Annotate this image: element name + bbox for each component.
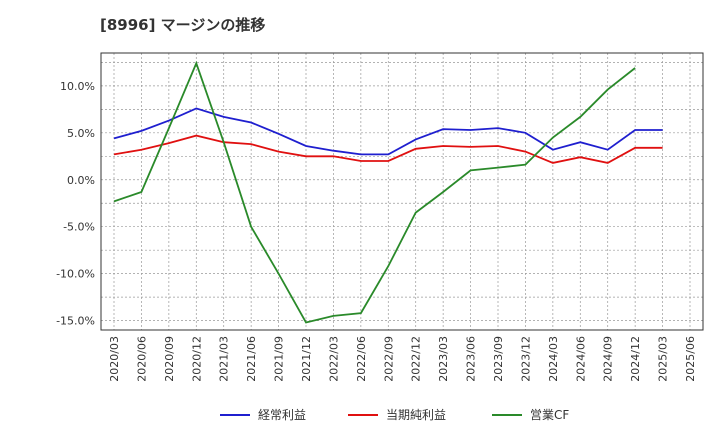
chart-title: [8996] マージンの推移: [100, 16, 266, 34]
x-tick-label: 2021/06: [245, 336, 258, 382]
x-tick-label: 2025/03: [657, 336, 670, 382]
plot-frame: [100, 52, 704, 331]
x-tick-label: 2021/03: [218, 336, 231, 382]
y-tick-label: -15.0%: [56, 315, 95, 328]
legend-label: 経常利益: [258, 408, 306, 422]
series-line-1: [113, 107, 663, 156]
x-tick-label: 2024/09: [602, 336, 615, 382]
y-tick-label: 0.0%: [67, 174, 95, 187]
y-tick-label: 10.0%: [60, 80, 95, 93]
x-tick-label: 2020/06: [135, 336, 148, 382]
legend-label: 営業CF: [530, 408, 569, 422]
x-tick-label: 2023/09: [492, 336, 505, 382]
legend-label: 当期純利益: [386, 408, 446, 422]
x-tick-label: 2023/03: [437, 336, 450, 382]
y-tick-label: -10.0%: [56, 268, 95, 281]
x-tick-label: 2022/03: [327, 336, 340, 382]
x-tick-label: 2025/06: [684, 336, 697, 382]
x-tick-label: 2022/12: [410, 336, 423, 382]
x-tick-label: 2023/06: [465, 336, 478, 382]
x-tick-label: 2022/06: [355, 336, 368, 382]
series-line-3: [113, 60, 636, 324]
x-tick-label: 2022/09: [382, 336, 395, 382]
x-tick-label: 2020/12: [190, 336, 203, 382]
x-tick-label: 2020/09: [163, 336, 176, 382]
x-tick-label: 2021/12: [300, 336, 313, 382]
plot-area: [101, 53, 703, 330]
x-tick-label: 2023/12: [519, 336, 532, 382]
x-tick-label: 2024/12: [629, 336, 642, 382]
x-tick-label: 2024/03: [547, 336, 560, 382]
y-tick-label: 5.0%: [67, 127, 95, 140]
x-tick-label: 2020/03: [108, 336, 121, 382]
x-tick-label: 2021/09: [273, 336, 286, 382]
y-tick-label: -5.0%: [63, 221, 95, 234]
x-tick-label: 2024/06: [574, 336, 587, 382]
series-line-2: [113, 134, 663, 164]
